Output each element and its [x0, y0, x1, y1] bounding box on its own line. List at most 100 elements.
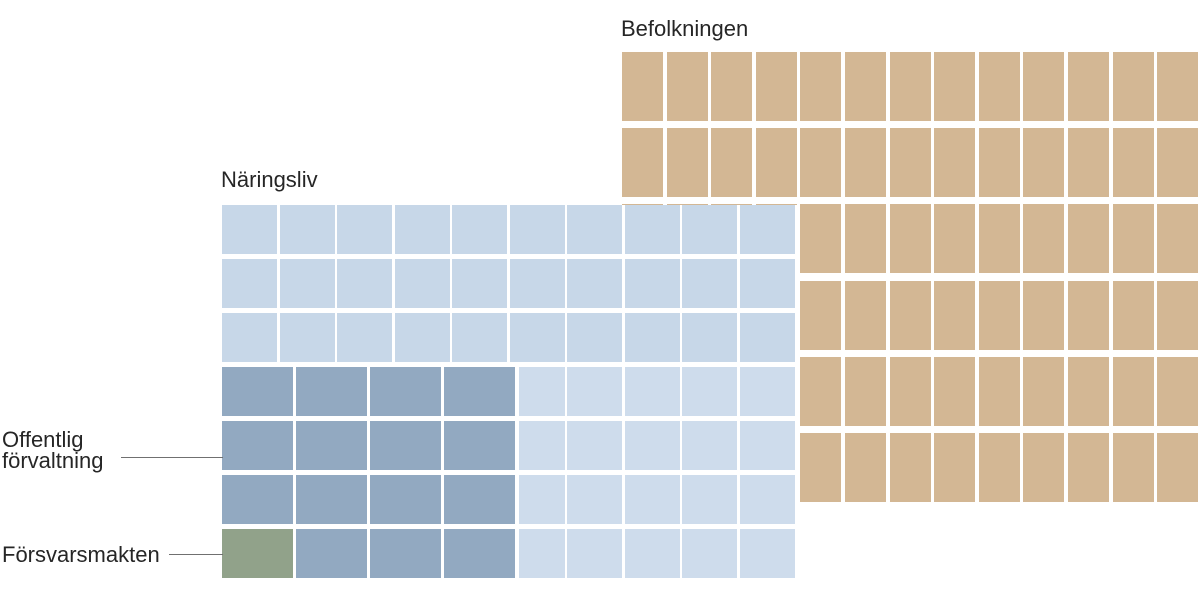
business-unit — [452, 205, 507, 254]
population-unit — [889, 204, 931, 274]
business-unit — [624, 367, 680, 416]
population-unit — [845, 280, 886, 350]
business-unit — [394, 259, 450, 308]
population-unit — [800, 280, 842, 350]
population-unit — [978, 204, 1020, 274]
business-unit — [682, 475, 737, 524]
business-unit — [739, 205, 795, 254]
population-unit — [845, 128, 886, 198]
population-unit — [1112, 280, 1154, 350]
population-unit — [1112, 52, 1154, 121]
population-unit — [666, 52, 708, 121]
business-unit — [337, 205, 392, 254]
population-unit — [934, 52, 976, 121]
population-unit — [934, 280, 976, 350]
population-unit — [845, 433, 886, 502]
public-admin-unit — [444, 421, 515, 470]
business-unit — [337, 259, 392, 308]
offentlig-connector-line — [121, 456, 223, 458]
business-unit — [518, 475, 565, 524]
business-unit — [567, 475, 622, 524]
population-unit — [622, 128, 663, 198]
offentlig-forvaltning-label-line1: Offentlig — [2, 427, 84, 452]
business-unit — [567, 529, 622, 578]
business-unit — [509, 205, 565, 254]
business-unit — [394, 205, 450, 254]
population-unit — [1112, 204, 1154, 274]
population-unit — [666, 128, 708, 198]
population-unit — [622, 52, 663, 121]
business-unit — [682, 259, 737, 308]
forsvarsmakten-label: Försvarsmakten — [2, 542, 160, 567]
population-unit — [934, 204, 976, 274]
public-admin-unit — [370, 367, 441, 416]
offentlig-forvaltning-label-line2: förvaltning — [2, 448, 104, 473]
public-admin-unit — [296, 529, 367, 578]
naringsliv-label: Näringsliv — [221, 167, 318, 192]
forsvarsmakten-connector-line — [169, 553, 223, 555]
population-unit — [1157, 128, 1199, 198]
population-unit — [711, 52, 753, 121]
population-unit — [755, 128, 797, 198]
population-unit — [978, 280, 1020, 350]
business-unit — [624, 259, 680, 308]
population-unit — [1023, 204, 1065, 274]
population-unit — [1157, 280, 1199, 350]
population-unit — [800, 433, 842, 502]
population-unit — [800, 356, 842, 426]
population-unit — [1112, 433, 1154, 502]
public-admin-unit — [370, 421, 441, 470]
business-unit — [682, 205, 737, 254]
business-unit — [624, 421, 680, 470]
population-unit — [1157, 433, 1199, 502]
population-unit — [845, 356, 886, 426]
public-admin-unit — [444, 475, 515, 524]
population-unit — [1068, 128, 1109, 198]
business-unit — [279, 205, 335, 254]
population-unit — [1068, 280, 1109, 350]
business-unit — [567, 367, 622, 416]
business-unit — [567, 259, 622, 308]
public-admin-unit — [296, 421, 367, 470]
public-admin-unit — [222, 367, 293, 416]
public-admin-unit — [222, 475, 293, 524]
public-admin-unit — [444, 529, 515, 578]
population-unit — [845, 52, 886, 121]
business-unit — [279, 313, 335, 362]
business-unit — [739, 529, 795, 578]
business-unit — [682, 421, 737, 470]
public-admin-unit — [296, 367, 367, 416]
business-unit — [509, 259, 565, 308]
business-unit — [518, 367, 565, 416]
population-unit — [845, 204, 886, 274]
business-unit — [452, 313, 507, 362]
business-unit — [739, 367, 795, 416]
public-admin-unit — [370, 475, 441, 524]
business-unit — [739, 421, 795, 470]
population-unit — [800, 204, 842, 274]
population-unit — [978, 433, 1020, 502]
population-unit — [1157, 356, 1199, 426]
business-unit — [624, 529, 680, 578]
business-unit — [682, 367, 737, 416]
business-unit — [682, 529, 737, 578]
population-unit — [889, 356, 931, 426]
offentlig-forvaltning-label: Offentlig förvaltning — [2, 427, 104, 473]
population-unit — [978, 128, 1020, 198]
population-unit — [1068, 433, 1109, 502]
population-unit — [1023, 280, 1065, 350]
business-unit — [518, 421, 565, 470]
population-unit — [800, 128, 842, 198]
business-unit — [222, 205, 277, 254]
population-unit — [1157, 52, 1199, 121]
population-unit — [1023, 128, 1065, 198]
population-unit — [889, 52, 931, 121]
population-unit — [1023, 433, 1065, 502]
business-unit — [624, 313, 680, 362]
business-unit — [682, 313, 737, 362]
population-unit — [1112, 128, 1154, 198]
public-admin-unit — [296, 475, 367, 524]
population-unit — [978, 52, 1020, 121]
business-unit — [222, 259, 277, 308]
